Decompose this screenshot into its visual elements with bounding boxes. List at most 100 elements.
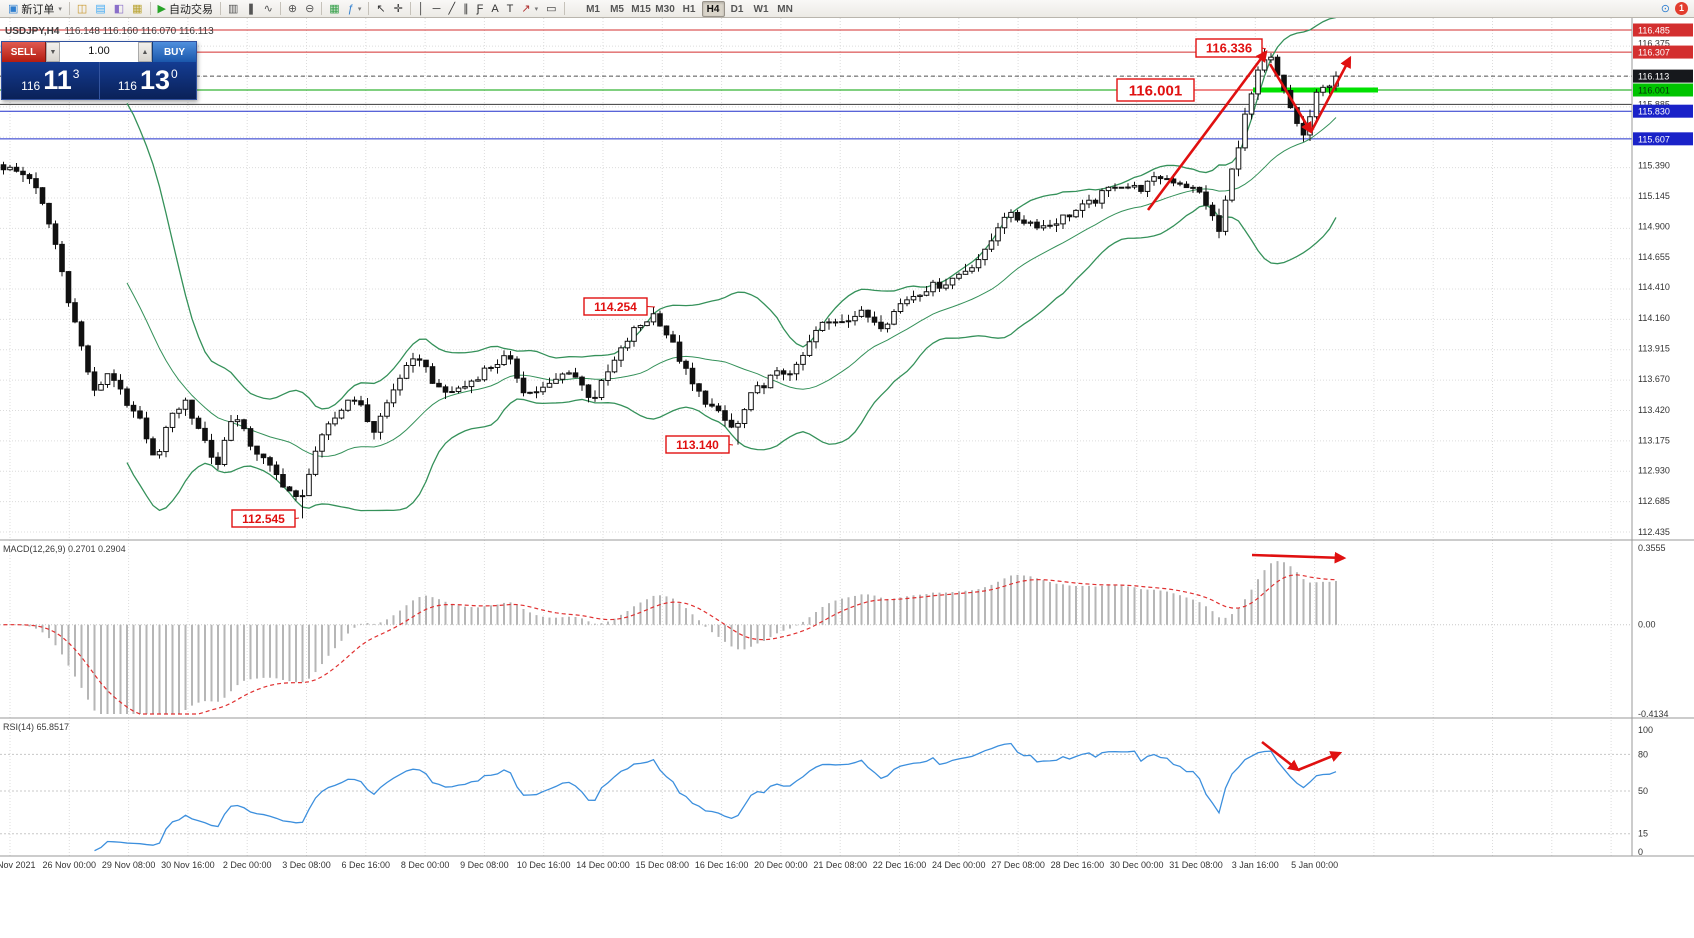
- volume-decrement-button[interactable]: ▼: [46, 42, 60, 62]
- candles-layer: [0, 18, 1339, 519]
- vertical-line-button[interactable]: │: [414, 1, 429, 17]
- svg-text:15 Dec 08:00: 15 Dec 08:00: [636, 860, 690, 870]
- candle-chart-button[interactable]: ❚: [242, 1, 259, 17]
- trade-controls-row: SELL ▼ 1.00 ▲ BUY: [2, 42, 196, 62]
- terminal-button[interactable]: ▦: [128, 1, 146, 17]
- svg-text:10 Dec 16:00: 10 Dec 16:00: [517, 860, 571, 870]
- arrows-button[interactable]: ↗ ▾: [517, 1, 542, 17]
- price-chart: 116.375 115.885 115.390 115.145 114.900 114.6…: [0, 18, 1694, 938]
- svg-text:114.160: 114.160: [1638, 313, 1670, 323]
- svg-text:22 Dec 16:00: 22 Dec 16:00: [873, 860, 927, 870]
- bid-prefix: 116: [21, 79, 41, 93]
- timeframe-m1[interactable]: M1: [586, 3, 600, 15]
- crosshair-button[interactable]: ✛: [390, 1, 407, 17]
- svg-text:20 Dec 00:00: 20 Dec 00:00: [754, 860, 808, 870]
- price-tag: [1633, 23, 1693, 37]
- svg-text:14 Dec 00:00: 14 Dec 00:00: [576, 860, 630, 870]
- svg-text:16 Dec 16:00: 16 Dec 16:00: [695, 860, 749, 870]
- timeframe-w1[interactable]: W1: [753, 3, 769, 15]
- toolbar-right-group: ⊙ 1: [1661, 1, 1690, 17]
- toolbar-separator: [321, 2, 323, 15]
- svg-text:114.900: 114.900: [1638, 221, 1670, 231]
- svg-text:116.001: 116.001: [1129, 82, 1182, 99]
- chart-window-button[interactable]: ◫: [73, 1, 91, 17]
- timeframe-mn[interactable]: MN: [777, 3, 793, 15]
- annotation-box: [583, 297, 648, 316]
- svg-text:2 Dec 00:00: 2 Dec 00:00: [223, 860, 272, 870]
- caret-down-icon: ▾: [534, 5, 539, 13]
- shapes-button[interactable]: ▭: [542, 1, 560, 17]
- svg-text:115.607: 115.607: [1638, 134, 1670, 144]
- label-button[interactable]: T: [503, 1, 518, 17]
- svg-text:24 Dec 00:00: 24 Dec 00:00: [932, 860, 986, 870]
- price-tag: [1633, 132, 1693, 146]
- volume-value[interactable]: 1.00: [88, 45, 110, 57]
- rsi-layer: [0, 742, 1632, 852]
- ohlc-values: 116.148 116.160 116.070 116.113: [64, 26, 214, 37]
- svg-text:113.915: 113.915: [1638, 344, 1670, 354]
- timeframe-h4[interactable]: H4: [701, 0, 725, 17]
- annotation-box: [1195, 38, 1263, 58]
- price-tag: [1633, 83, 1693, 97]
- price-scale: 116.375 115.885 115.390 115.145 114.900 114.6…: [1633, 23, 1693, 857]
- trendline-button[interactable]: ╱: [444, 1, 459, 17]
- svg-text:80: 80: [1638, 749, 1648, 759]
- chart-window-icon: ◫: [76, 2, 88, 15]
- new-order-button[interactable]: ▣ 新订单 ▾: [4, 1, 66, 17]
- svg-text:116.307: 116.307: [1638, 48, 1670, 58]
- svg-text:0.00: 0.00: [1638, 620, 1656, 630]
- timeframe-h1[interactable]: H1: [682, 3, 696, 15]
- toolbar-separator: [279, 2, 281, 15]
- autotrade-icon: ▶: [157, 2, 167, 15]
- navigator-button[interactable]: ◧: [110, 1, 128, 17]
- annotation-box: [231, 509, 296, 528]
- svg-text:116.485: 116.485: [1638, 26, 1670, 36]
- timeframe-m5[interactable]: M5: [610, 3, 624, 15]
- svg-text:50: 50: [1638, 786, 1648, 796]
- sell-button[interactable]: SELL: [2, 42, 46, 62]
- svg-text:21 Dec 08:00: 21 Dec 08:00: [813, 860, 867, 870]
- svg-text:112.435: 112.435: [1638, 527, 1670, 537]
- ask-big-digits: 13: [139, 65, 170, 95]
- zoom-out-button[interactable]: ⊖: [301, 1, 318, 17]
- toolbar-separator: [68, 2, 70, 15]
- chart-background: [0, 18, 1694, 938]
- horizontal-line-button[interactable]: ─: [429, 1, 445, 17]
- cursor-icon: ↖: [376, 2, 386, 15]
- cursor-button[interactable]: ↖: [372, 1, 389, 17]
- indicators-button[interactable]: ƒ ▾: [344, 1, 366, 17]
- buy-button[interactable]: BUY: [152, 42, 196, 62]
- market-watch-icon: ▤: [95, 2, 106, 15]
- svg-text:0: 0: [1638, 847, 1643, 857]
- autotrade-button[interactable]: ▶ 自动交易: [154, 1, 217, 17]
- timeframe-m15[interactable]: M15: [631, 3, 651, 15]
- svg-text:27 Dec 08:00: 27 Dec 08:00: [991, 860, 1045, 870]
- bid-price[interactable]: 116 11 3: [2, 62, 100, 99]
- fibonacci-button[interactable]: Ƒ: [473, 1, 488, 17]
- search-icon[interactable]: ⊙: [1660, 2, 1670, 15]
- timeframe-m30[interactable]: M30: [655, 3, 675, 15]
- bar-chart-button[interactable]: ▥: [224, 1, 242, 17]
- macd-label: MACD(12,26,9) 0.2701 0.2904: [3, 544, 126, 554]
- channel-button[interactable]: ∥: [459, 1, 473, 17]
- vertical-line-icon: │: [417, 2, 425, 15]
- svg-text:113.140: 113.140: [676, 438, 719, 452]
- svg-text:113.420: 113.420: [1638, 405, 1670, 415]
- svg-text:31 Dec 08:00: 31 Dec 08:00: [1169, 860, 1223, 870]
- tile-windows-button[interactable]: ▦: [325, 1, 343, 17]
- volume-increment-button[interactable]: ▲: [138, 42, 152, 62]
- line-chart-button[interactable]: ∿: [260, 1, 277, 17]
- text-button[interactable]: A: [487, 1, 502, 17]
- notification-badge[interactable]: 1: [1675, 2, 1688, 15]
- ask-price[interactable]: 116 13 0: [100, 62, 197, 99]
- market-watch-button[interactable]: ▤: [91, 1, 109, 17]
- line-chart-icon: ∿: [263, 2, 273, 15]
- svg-text:15: 15: [1638, 829, 1648, 839]
- symbol-ohlc-header: USDJPY,H4 116.148 116.160 116.070 116.113: [5, 26, 214, 37]
- svg-text:116.001: 116.001: [1638, 85, 1670, 95]
- zoom-in-button[interactable]: ⊕: [284, 1, 301, 17]
- fibonacci-icon: Ƒ: [476, 2, 484, 15]
- timeframe-d1[interactable]: D1: [730, 3, 744, 15]
- label-icon: T: [506, 2, 514, 15]
- svg-text:28 Dec 16:00: 28 Dec 16:00: [1051, 860, 1105, 870]
